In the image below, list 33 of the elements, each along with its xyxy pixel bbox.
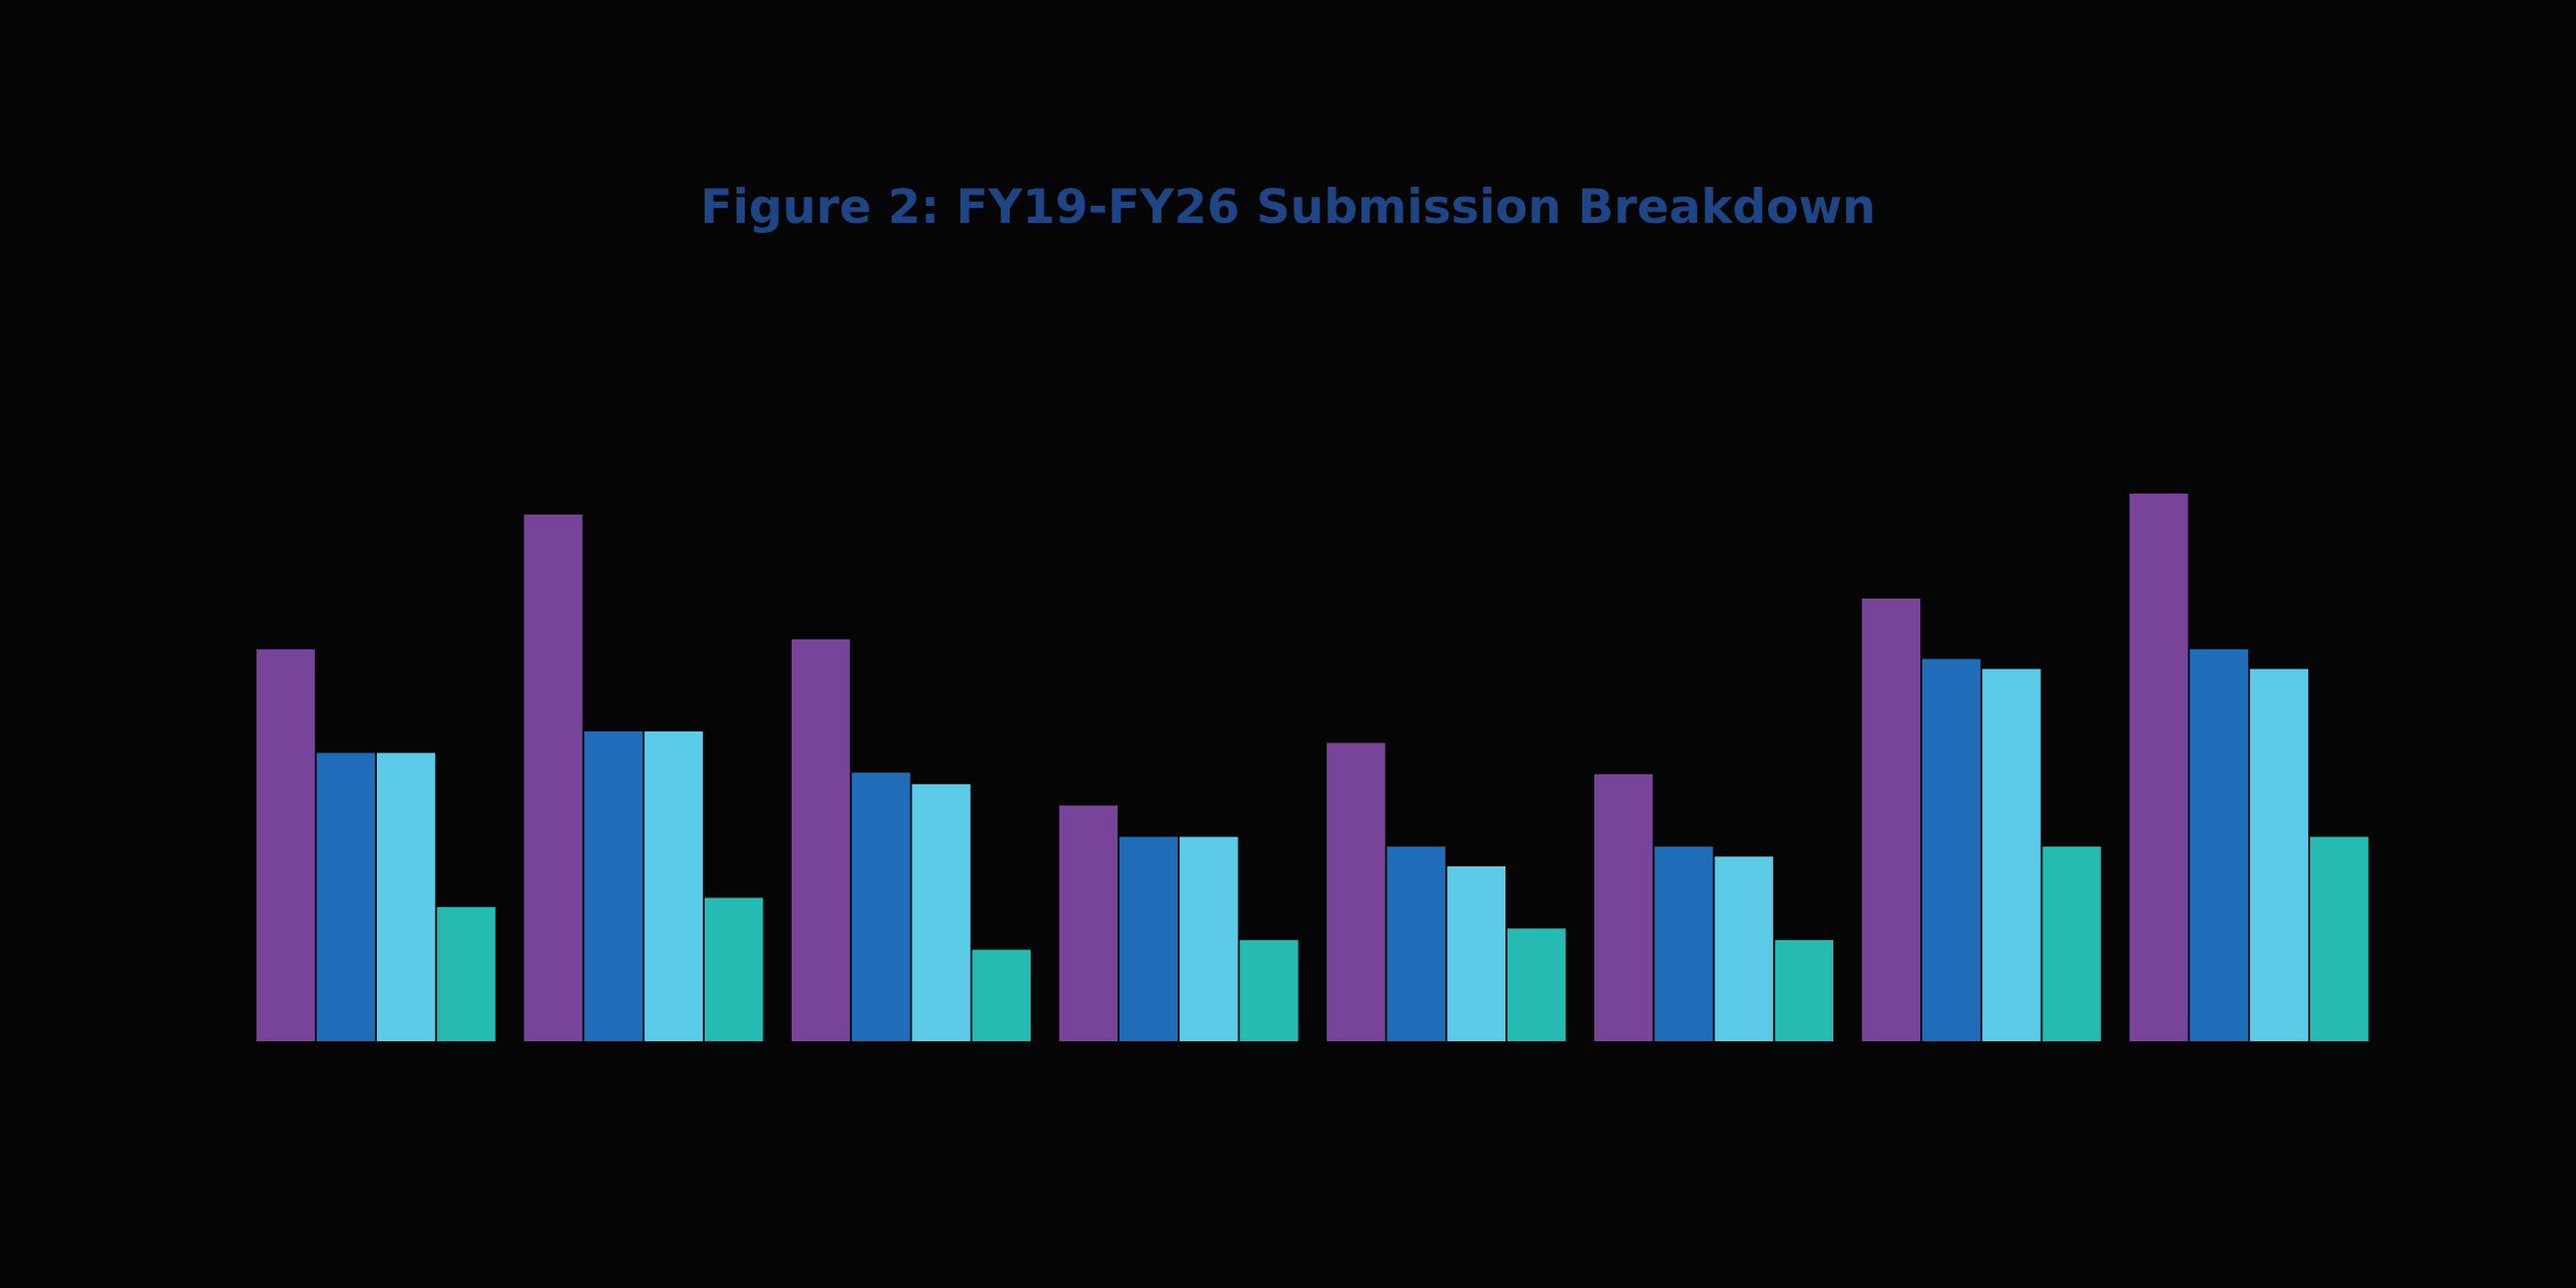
bar (376, 752, 436, 1042)
chart-title: Figure 2: FY19-FY26 Submission Breakdown (704, 187, 1872, 234)
bar (912, 783, 971, 1042)
bar (2129, 493, 2188, 1042)
bar (972, 949, 1032, 1042)
bar (1921, 658, 1981, 1042)
bar (524, 515, 583, 1042)
bar (1240, 939, 1298, 1042)
bar (2042, 846, 2101, 1042)
bar (791, 639, 851, 1042)
bar (1506, 928, 1566, 1042)
bar (1119, 836, 1179, 1042)
bar (1326, 742, 1385, 1042)
bar (256, 648, 315, 1042)
bar (1654, 846, 1713, 1042)
bar (2310, 836, 2369, 1042)
bar (852, 772, 911, 1042)
bar (644, 731, 704, 1042)
bar (437, 906, 496, 1042)
bar (1180, 836, 1239, 1042)
bar (704, 897, 764, 1042)
bar (1774, 939, 1834, 1042)
bar (1386, 846, 1445, 1042)
bar (1059, 805, 1119, 1042)
bar (2249, 668, 2309, 1042)
bar (584, 731, 643, 1042)
bar (1861, 599, 1921, 1042)
bar (2189, 648, 2248, 1042)
bar (1593, 773, 1653, 1042)
bar (316, 752, 376, 1042)
bar (1982, 668, 2041, 1042)
bar (1714, 856, 1773, 1042)
bar (1446, 866, 1506, 1042)
